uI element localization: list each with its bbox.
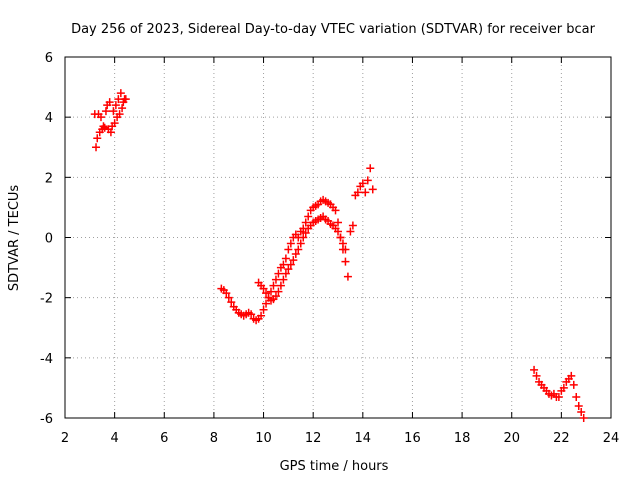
data-point <box>106 128 115 137</box>
data-point <box>363 176 372 185</box>
data-point <box>257 311 266 320</box>
x-tick-label: 18 <box>454 431 471 446</box>
x-tick-label: 22 <box>553 431 570 446</box>
data-point <box>266 287 275 296</box>
data-point <box>115 110 124 119</box>
x-axis-label: GPS time / hours <box>280 459 389 474</box>
data-point <box>259 305 268 314</box>
data-point <box>301 228 310 237</box>
data-point <box>111 101 120 110</box>
data-point <box>358 179 367 188</box>
data-point <box>286 239 295 248</box>
data-point <box>294 245 303 254</box>
data-point <box>279 260 288 269</box>
data-point <box>281 254 290 263</box>
data-point <box>348 221 357 230</box>
data-point <box>334 218 342 227</box>
data-point <box>118 104 127 113</box>
x-tick-label: 4 <box>110 431 118 446</box>
data-point <box>346 227 355 236</box>
y-tick-label: -2 <box>40 292 53 307</box>
data-point <box>259 284 268 293</box>
data-point <box>286 260 295 269</box>
data-point <box>341 245 350 254</box>
x-tick-label: 6 <box>160 431 168 446</box>
x-tick-label: 10 <box>255 431 272 446</box>
data-point <box>361 188 370 197</box>
y-axis-label: SDTVAR / TECUs <box>7 185 22 292</box>
data-point <box>101 107 110 116</box>
data-point <box>281 269 290 278</box>
data-point <box>572 392 581 401</box>
data-point <box>331 206 340 215</box>
x-tick-label: 8 <box>210 431 218 446</box>
y-tick-label: 6 <box>45 51 53 66</box>
y-tick-label: -4 <box>40 352 53 367</box>
data-point <box>334 227 342 236</box>
data-point <box>284 265 293 274</box>
data-point <box>579 414 588 422</box>
data-point <box>269 281 278 290</box>
data-point <box>353 188 362 197</box>
data-point <box>224 293 233 302</box>
data-point <box>99 122 108 131</box>
data-point <box>247 310 256 319</box>
data-point <box>284 245 293 254</box>
data-point <box>262 289 271 298</box>
data-point <box>291 250 300 259</box>
y-tick-label: -6 <box>40 412 53 427</box>
data-point <box>366 164 375 173</box>
chart-title: Day 256 of 2023, Sidereal Day-to-day VTE… <box>71 22 595 37</box>
x-tick-label: 16 <box>404 431 421 446</box>
data-point <box>262 299 271 308</box>
data-point <box>343 272 352 281</box>
data-point <box>279 275 288 284</box>
data-point <box>554 392 563 401</box>
data-point <box>574 401 583 410</box>
x-tick-label: 14 <box>355 431 372 446</box>
data-point <box>276 281 285 290</box>
data-point <box>222 289 231 298</box>
data-point <box>569 380 578 389</box>
data-point <box>368 185 377 194</box>
y-tick-label: 2 <box>45 171 53 186</box>
data-point <box>121 95 130 104</box>
data-point <box>577 407 586 416</box>
data-point <box>271 292 280 301</box>
data-point <box>567 371 576 380</box>
x-tick-label: 12 <box>305 431 322 446</box>
data-point <box>296 239 305 248</box>
data-point <box>100 123 109 132</box>
x-tick-label: 2 <box>61 431 69 446</box>
y-tick-label: 0 <box>45 232 53 247</box>
data-point <box>227 298 236 307</box>
data-point <box>336 233 345 242</box>
x-tick-label: 20 <box>503 431 520 446</box>
data-point <box>116 89 125 98</box>
data-point <box>105 98 114 107</box>
data-point <box>530 365 539 374</box>
data-point <box>92 143 101 152</box>
data-point <box>109 107 118 116</box>
data-point <box>338 239 347 248</box>
data-point <box>559 383 568 392</box>
x-tick-label: 24 <box>603 431 620 446</box>
data-point <box>304 212 313 221</box>
data-point <box>299 233 308 242</box>
data-point <box>341 257 350 266</box>
data-point <box>93 134 102 143</box>
data-point <box>110 119 119 128</box>
data-point <box>532 371 541 380</box>
data-point <box>96 113 105 122</box>
data-point <box>274 287 283 296</box>
y-tick-label: 4 <box>45 111 53 126</box>
data-point <box>274 269 283 278</box>
data-points <box>90 89 588 422</box>
data-point <box>301 218 310 227</box>
data-point <box>289 256 298 265</box>
data-point <box>271 275 280 284</box>
